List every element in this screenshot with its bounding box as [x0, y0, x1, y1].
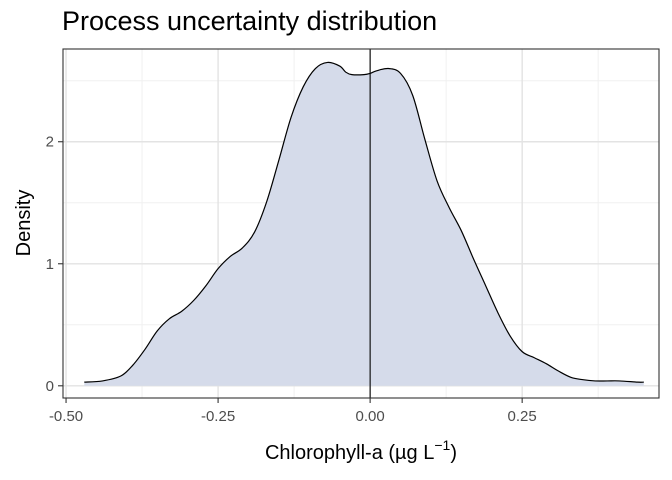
x-tick-label: -0.25 [201, 408, 235, 425]
plot-panel-border [62, 48, 660, 399]
y-axis-ticks: 0 1 2 [46, 134, 63, 395]
y-tick-label: 1 [46, 256, 54, 273]
density-line [84, 61, 644, 383]
chart-title: Process uncertainty distribution [62, 6, 438, 36]
density-area [84, 62, 644, 386]
y-tick-label: 0 [46, 378, 54, 395]
y-tick-label: 2 [46, 134, 54, 151]
y-axis-title: Density [13, 190, 35, 257]
x-axis-title-suffix: ) [450, 442, 457, 464]
x-axis-title: Chlorophyll-a (µg L−1) [265, 437, 457, 464]
x-tick-label: -0.50 [49, 408, 83, 425]
x-axis-title-superscript: −1 [434, 437, 450, 453]
x-tick-label: 0.25 [508, 408, 537, 425]
x-axis-ticks: -0.50 -0.25 0.00 0.25 [49, 398, 537, 425]
x-axis-title-main: Chlorophyll-a (µg L [265, 442, 434, 464]
x-tick-label: 0.00 [356, 408, 385, 425]
